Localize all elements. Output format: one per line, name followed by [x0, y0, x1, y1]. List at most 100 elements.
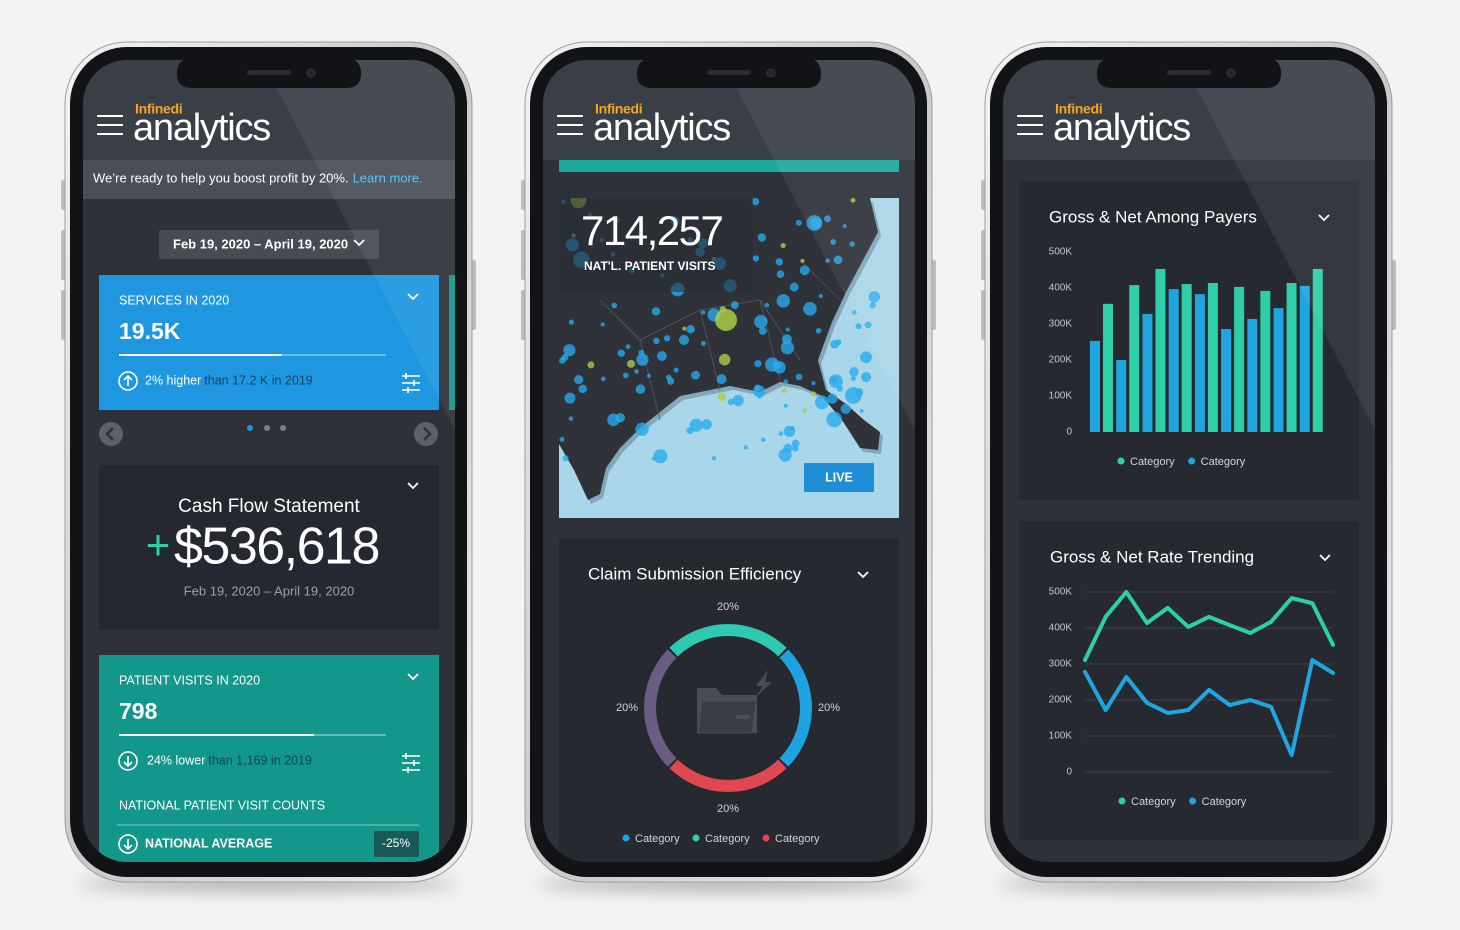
chart-title: Gross & Net Among Payers: [1049, 207, 1257, 226]
legend-swatch: [762, 834, 770, 842]
y-tick-label: 500K: [1049, 247, 1073, 258]
chevron[interactable]: [1318, 214, 1330, 222]
kpi-comparison: than 1,169 in 2019: [208, 753, 312, 767]
map-bubble: [727, 398, 735, 406]
legend-swatch: [1118, 797, 1126, 805]
map-bubble: [833, 255, 843, 265]
map-bubble: [574, 375, 584, 385]
chevron[interactable]: [857, 571, 869, 579]
chevron[interactable]: [1319, 554, 1331, 562]
bolt: [755, 670, 772, 698]
bar: [1221, 329, 1232, 432]
legend-label[interactable]: Category: [705, 833, 750, 845]
map-bubble: [757, 233, 766, 242]
cash-flow-amount: $536,618: [174, 518, 379, 576]
menu-button[interactable]: [557, 115, 583, 135]
map-bubble: [810, 217, 822, 229]
donut-label: 20%: [717, 601, 739, 613]
chevron[interactable]: [407, 293, 419, 301]
carousel-arrow: [99, 422, 123, 446]
map-bubble: [625, 344, 631, 350]
map-bubble: [627, 359, 635, 368]
chevron[interactable]: [407, 673, 419, 681]
map-bubble: [824, 215, 832, 223]
map-bubble: [600, 322, 605, 327]
map-bubble: [855, 323, 862, 330]
legend-label[interactable]: Category: [775, 833, 820, 845]
menu-button[interactable]: [97, 115, 123, 135]
cash-flow-sign: +: [146, 521, 171, 568]
menu-button[interactable]: [1017, 115, 1043, 135]
accent-bar: [559, 160, 899, 172]
bar: [1286, 282, 1297, 432]
map-bubble: [578, 384, 587, 394]
map-bubble: [751, 198, 760, 206]
map-bubble: [730, 301, 739, 310]
map-bubble: [776, 294, 791, 308]
section-title: NATIONAL PATIENT VISIT COUNTS: [119, 798, 325, 812]
map-bubble: [623, 372, 629, 379]
map: 714,257 NAT'L. PATIENT VISITS LIVE: [559, 198, 899, 518]
previous-button[interactable]: [99, 422, 123, 446]
trend-icon: [118, 751, 138, 771]
map-bubble: [836, 385, 843, 392]
trend-arrow: [123, 374, 133, 386]
carousel-dot[interactable]: [264, 425, 270, 431]
map-bubble: [830, 339, 840, 349]
bar: [1247, 318, 1258, 432]
date-picker[interactable]: [159, 230, 379, 259]
kpi-card: [99, 275, 439, 410]
next-button[interactable]: [414, 422, 438, 446]
y-tick-label: 300K: [1049, 659, 1073, 670]
map-bubble: [826, 411, 843, 428]
y-tick-label: 400K: [1049, 623, 1073, 634]
banner: [83, 160, 455, 199]
logo: analytics: [593, 107, 730, 149]
average-badge: [374, 831, 419, 857]
legend-swatch: [1188, 457, 1196, 465]
speaker: [1167, 70, 1211, 75]
chevron[interactable]: [407, 482, 419, 490]
legend-label[interactable]: Category: [635, 833, 680, 845]
trend-icon: [118, 371, 138, 391]
bar: [1103, 303, 1113, 432]
map-bubble: [653, 337, 660, 345]
legend-label[interactable]: Category: [1202, 796, 1247, 808]
carousel-dot[interactable]: [280, 425, 286, 431]
camera: [306, 68, 316, 78]
map-bubble: [689, 418, 703, 432]
legend-label[interactable]: Category: [1201, 456, 1246, 468]
carousel-dot[interactable]: [247, 425, 253, 431]
map-bubble: [711, 456, 717, 461]
map-bubble: [791, 439, 800, 448]
speaker: [247, 70, 291, 75]
donut-segment: [669, 759, 787, 792]
bar: [1168, 289, 1179, 432]
bar: [1260, 290, 1271, 432]
live-button[interactable]: [804, 463, 874, 492]
map-bubble: [732, 394, 744, 407]
map-bubble: [663, 335, 671, 342]
map-bubble: [718, 353, 731, 366]
donut-label: 20%: [717, 803, 739, 815]
kpi-value: 19.5K: [119, 318, 181, 344]
folder-icon: [697, 670, 772, 734]
line-series: [1083, 590, 1335, 663]
legend-swatch: [1117, 457, 1125, 465]
bar: [1234, 286, 1245, 432]
map-bubble: [701, 419, 712, 430]
map-bubble: [559, 436, 565, 442]
legend-label[interactable]: Category: [1130, 456, 1175, 468]
map-bubble: [832, 376, 839, 383]
map-bubble: [776, 270, 785, 279]
map-bubble: [859, 408, 864, 414]
map-bubble: [601, 376, 606, 382]
legend-label[interactable]: Category: [1131, 796, 1176, 808]
legend-swatch: [1189, 797, 1197, 805]
banner-link[interactable]: Learn more.: [353, 170, 423, 185]
map-bubble: [634, 369, 639, 374]
chevron[interactable]: [353, 239, 365, 247]
